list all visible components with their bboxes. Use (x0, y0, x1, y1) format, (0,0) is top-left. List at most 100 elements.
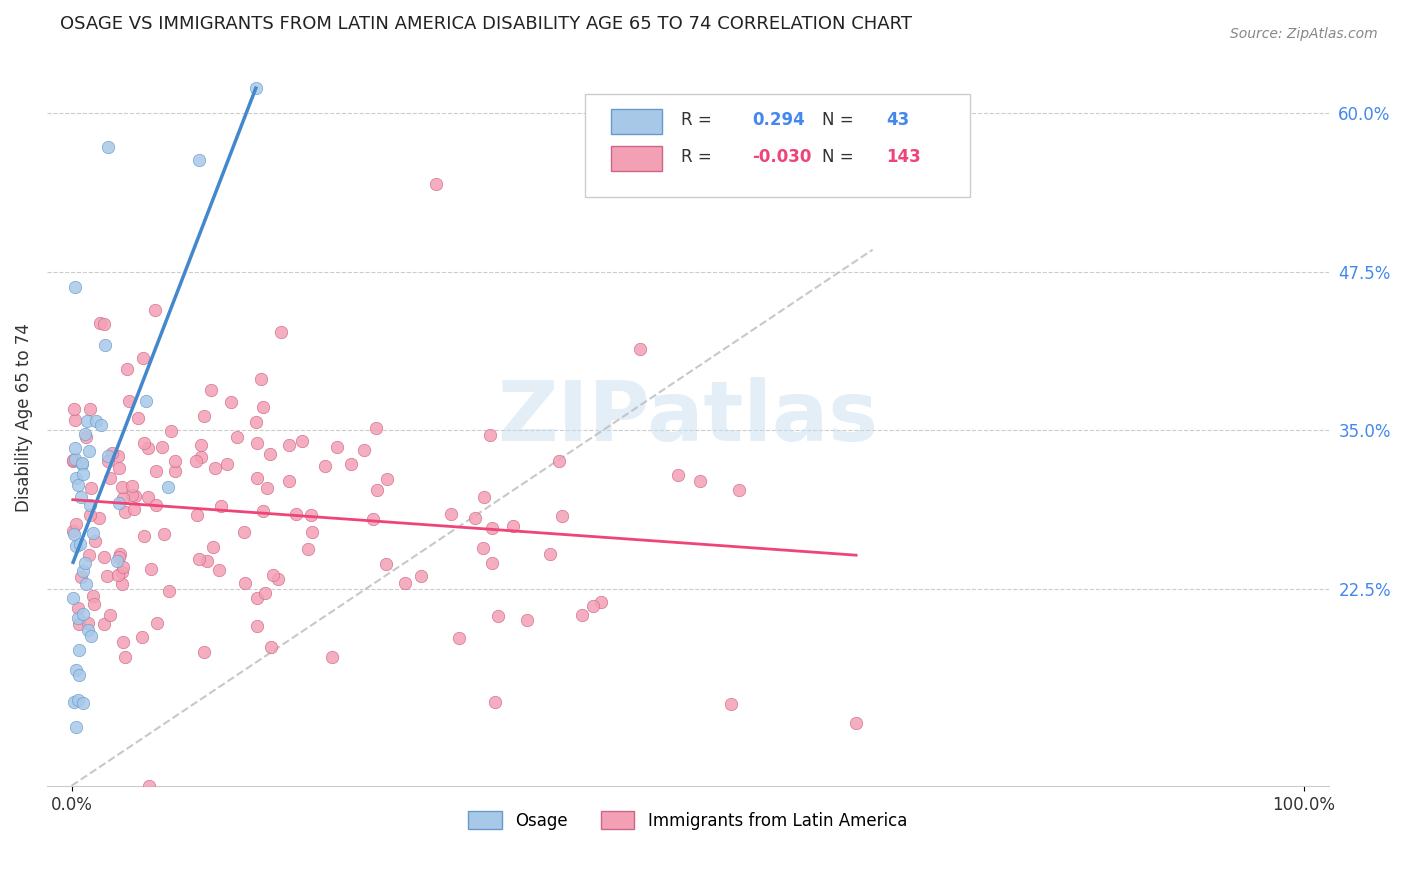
Point (252, 400, 274, 414)
Point (297, 542, 319, 557)
Point (252, 504, 274, 518)
Point (440, 507, 463, 521)
Point (66, 478, 89, 492)
Point (122, 501, 145, 516)
Point (107, 568, 129, 582)
Point (70, 570, 93, 584)
Y-axis label: Disability Age 65 to 74: Disability Age 65 to 74 (15, 324, 32, 512)
Point (630, 342, 652, 356)
Point (516, 613, 538, 627)
Point (157, 584, 180, 599)
Point (62, 527, 84, 541)
Text: 0.294: 0.294 (752, 111, 804, 128)
Point (117, 393, 139, 408)
Point (153, 526, 176, 541)
Point (472, 490, 495, 504)
Point (87, 511, 110, 525)
Point (65, 280, 87, 294)
Point (79, 402, 101, 417)
Point (127, 411, 149, 425)
Point (202, 541, 225, 555)
Point (114, 650, 136, 665)
Point (375, 472, 398, 486)
Point (98, 608, 121, 623)
Point (67, 601, 90, 615)
Point (65, 471, 87, 485)
Text: Source: ZipAtlas.com: Source: ZipAtlas.com (1230, 27, 1378, 41)
Point (245, 415, 267, 429)
Point (80, 629, 103, 643)
Point (145, 498, 167, 512)
Point (262, 568, 284, 582)
Point (62, 454, 84, 468)
Point (111, 577, 134, 591)
Point (582, 599, 605, 613)
Point (187, 552, 209, 566)
Point (66, 611, 89, 625)
Point (278, 438, 301, 452)
Point (321, 650, 343, 665)
Point (246, 619, 269, 633)
Point (70, 457, 93, 471)
Point (115, 362, 138, 376)
Point (111, 634, 134, 648)
Point (76, 624, 98, 638)
Point (340, 458, 363, 472)
Point (188, 153, 211, 167)
Point (77, 548, 100, 562)
Point (63, 452, 86, 467)
FancyBboxPatch shape (610, 109, 662, 135)
Point (143, 302, 166, 317)
Point (325, 440, 347, 454)
Point (481, 556, 503, 570)
FancyBboxPatch shape (610, 145, 662, 171)
Point (73, 427, 96, 442)
Point (82, 526, 104, 541)
Point (449, 632, 471, 646)
Point (190, 450, 212, 464)
Point (72, 565, 94, 579)
Point (121, 488, 143, 502)
Point (479, 428, 502, 442)
Point (139, 561, 162, 575)
Point (97, 140, 120, 154)
Point (277, 475, 299, 489)
Point (112, 559, 135, 574)
Point (571, 607, 593, 622)
Point (80, 481, 103, 495)
Point (132, 529, 155, 543)
Point (361, 512, 384, 526)
Point (208, 563, 231, 577)
Point (62, 695, 84, 709)
Text: -0.030: -0.030 (752, 147, 811, 166)
Point (374, 557, 396, 571)
Point (108, 547, 131, 561)
Point (83, 597, 105, 611)
FancyBboxPatch shape (585, 94, 970, 197)
Point (190, 438, 212, 452)
Point (108, 461, 131, 475)
Point (82, 589, 104, 603)
Point (79, 498, 101, 512)
Point (93, 550, 115, 565)
Point (472, 541, 495, 555)
Point (720, 698, 742, 712)
Point (93, 617, 115, 632)
Legend: Osage, Immigrants from Latin America: Osage, Immigrants from Latin America (461, 805, 914, 837)
Text: N =: N = (823, 111, 853, 128)
Point (160, 424, 183, 438)
Point (163, 463, 186, 477)
Point (65, 516, 87, 531)
Point (353, 443, 375, 458)
Point (97, 453, 120, 467)
Point (65, 539, 87, 553)
Point (481, 521, 503, 535)
Point (97, 449, 120, 463)
Text: 143: 143 (886, 147, 921, 166)
Point (314, 459, 336, 474)
Point (232, 525, 254, 540)
Point (105, 554, 128, 568)
Point (72, 467, 94, 481)
Point (502, 518, 524, 533)
Point (260, 640, 283, 654)
